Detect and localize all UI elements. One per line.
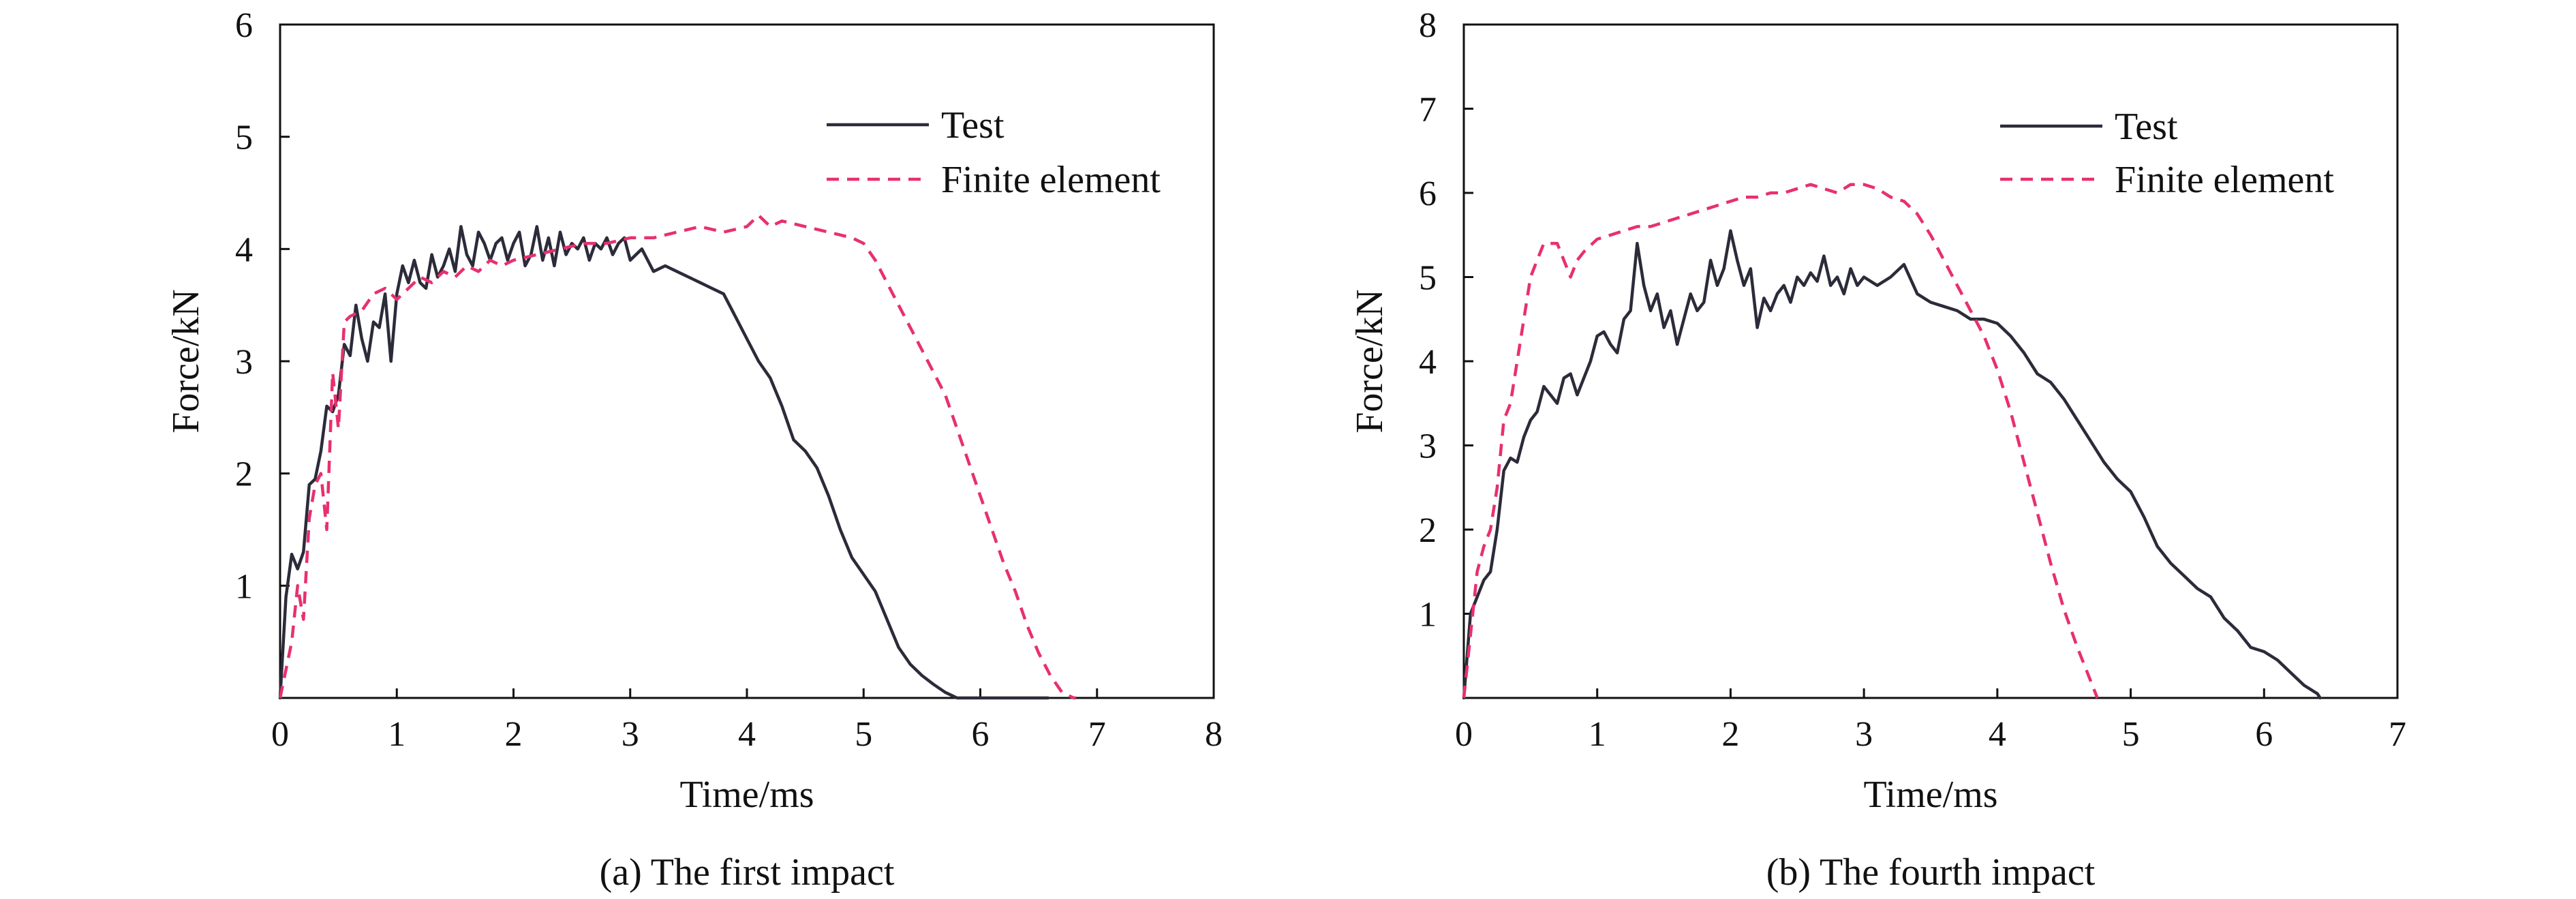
- x-tick-label: 8: [1205, 715, 1223, 754]
- chart-caption: (a) The first impact: [600, 851, 895, 894]
- series-line-finite-element: [278, 213, 1076, 700]
- y-tick-label: 8: [1419, 6, 1437, 45]
- y-tick-label: 6: [235, 6, 253, 45]
- x-tick-label: 0: [1455, 715, 1473, 754]
- y-tick-label: 3: [235, 343, 253, 382]
- y-tick-label: 5: [1419, 259, 1437, 298]
- x-tick-label: 5: [2122, 715, 2140, 754]
- y-axis-label: Force/kN: [1349, 289, 1391, 433]
- y-tick-label: 4: [1419, 343, 1437, 382]
- legend-label-test: Test: [2115, 106, 2178, 148]
- chart-first-impact: 0 1 2 3 4 5 6 7 8 1 2 3 4 5 6 Time/ms Force/kN (a) The fi…: [165, 6, 1223, 894]
- y-tick-label: 4: [235, 230, 253, 269]
- series-line-test: [278, 225, 1050, 700]
- x-tick-label: 3: [1855, 715, 1873, 754]
- y-tick-label: 3: [1419, 427, 1437, 466]
- x-tick-label: 7: [1088, 715, 1106, 754]
- y-tick-label: 6: [1419, 174, 1437, 213]
- plot-frame: [279, 23, 1215, 699]
- chart-fourth-impact: 0 1 2 3 4 5 6 7 1 2 3 4 5 6 7 8 Time/ms Force/kN (b) The f…: [1349, 6, 2406, 894]
- x-tick-label: 6: [972, 715, 990, 754]
- y-tick-label: 1: [235, 567, 253, 606]
- series-line-test: [1462, 229, 2322, 700]
- y-tick-label: 2: [235, 455, 253, 494]
- x-tick-label: 2: [505, 715, 523, 754]
- legend-label-finite-element: Finite element: [2115, 159, 2334, 201]
- series-line-finite-element: [1462, 183, 2099, 699]
- x-tick-label: 3: [622, 715, 639, 754]
- x-tick-label: 5: [855, 715, 872, 754]
- y-tick-label: 2: [1419, 511, 1437, 550]
- x-tick-label: 6: [2255, 715, 2273, 754]
- x-tick-label: 4: [1989, 715, 2006, 754]
- x-tick-label: 2: [1721, 715, 1739, 754]
- y-tick-label: 5: [235, 119, 253, 157]
- y-tick-label: 1: [1419, 596, 1437, 635]
- plot-frame: [1462, 23, 2399, 699]
- x-tick-label: 0: [271, 715, 289, 754]
- x-tick-label: 4: [738, 715, 756, 754]
- y-tick-label: 7: [1419, 91, 1437, 129]
- y-axis-label: Force/kN: [165, 289, 207, 433]
- x-tick-label: 1: [1589, 715, 1606, 754]
- x-tick-label: 7: [2389, 715, 2406, 754]
- legend-label-finite-element: Finite element: [941, 159, 1161, 201]
- legend-label-test: Test: [941, 104, 1005, 147]
- x-tick-label: 1: [388, 715, 405, 754]
- x-axis-label: Time/ms: [679, 774, 814, 816]
- x-axis-label: Time/ms: [1863, 774, 1997, 816]
- chart-caption: (b) The fourth impact: [1766, 851, 2096, 894]
